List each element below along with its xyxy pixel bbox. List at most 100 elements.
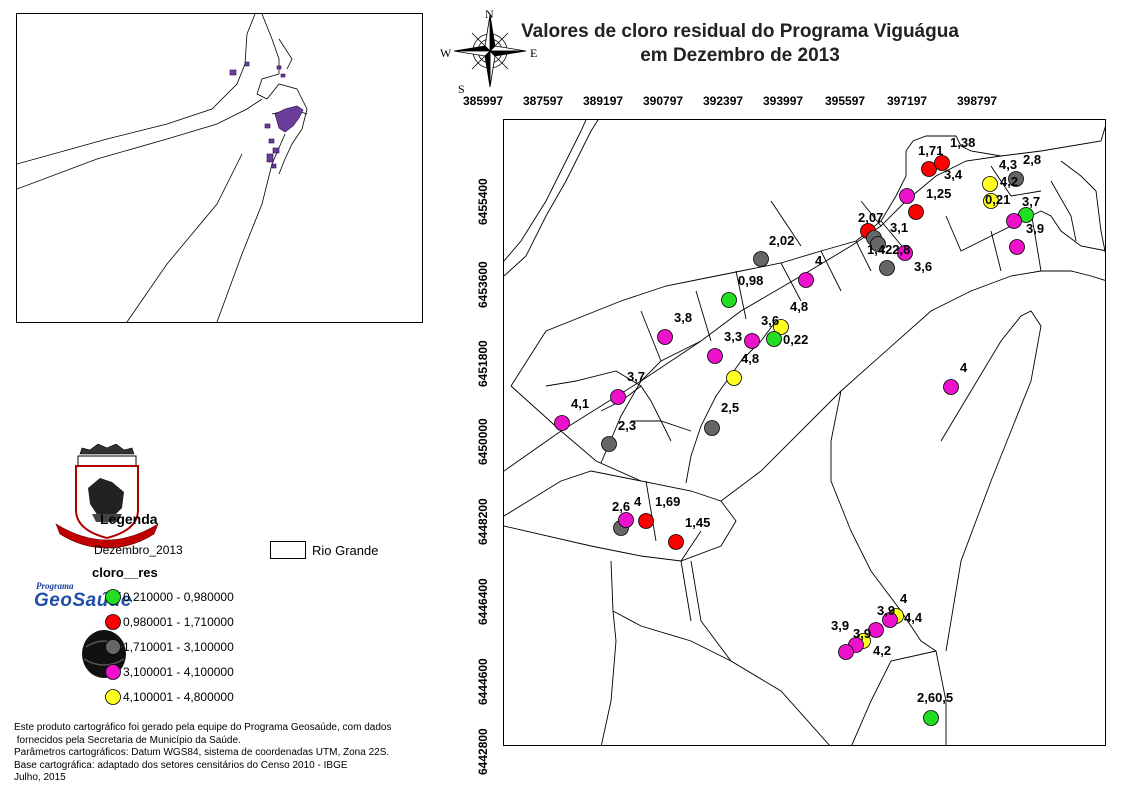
map-title: Valores de cloro residual do Programa Vi…	[520, 20, 960, 68]
legend-swatch-4	[105, 689, 121, 705]
sample-point	[982, 176, 998, 192]
y-tick-label: 6444600	[476, 658, 490, 705]
point-label: 4	[634, 494, 642, 509]
point-label: 4,8	[790, 299, 809, 314]
x-tick-label: 397197	[887, 94, 928, 108]
point-label: 2,8	[1023, 152, 1042, 167]
inset-cluster	[274, 105, 304, 133]
credits-line: fornecidos pela Secretaria de Município …	[14, 734, 241, 746]
sample-point	[726, 370, 742, 386]
sample-point	[838, 644, 854, 660]
x-tick-label: 395597	[825, 94, 866, 108]
lagoon-edge	[126, 153, 243, 323]
legend-class-label: 1,710001 - 3,100000	[123, 640, 234, 654]
coastline-west	[16, 13, 256, 165]
sample-point	[923, 710, 939, 726]
point-label: 4,2	[873, 643, 892, 658]
inset-point	[229, 69, 237, 76]
point-label: 1,45	[685, 515, 711, 530]
geosaude-logo-small-text: Programa	[36, 581, 74, 591]
credits-line: Julho, 2015	[14, 772, 66, 783]
sample-point	[882, 612, 898, 628]
coat-of-arms-logo	[55, 444, 159, 549]
point-label: 3,6	[761, 313, 780, 328]
point-label: 2,60,5	[917, 690, 954, 705]
peninsula-east	[266, 83, 308, 175]
point-label: 4,3	[999, 157, 1018, 172]
main-map-svg	[504, 120, 1105, 745]
sample-point	[773, 319, 789, 335]
x-tick-label: 385997	[463, 94, 504, 108]
legend-area-label: Rio Grande	[312, 543, 379, 558]
sample-point	[908, 204, 924, 220]
point-label: 1,25	[926, 186, 952, 201]
sample-point	[879, 260, 895, 276]
y-tick-label: 6450000	[476, 418, 490, 465]
credits-line: Base cartográfica: adaptado dos setores …	[14, 759, 348, 771]
point-label: 3,9	[1026, 221, 1045, 236]
sample-point	[1008, 171, 1024, 187]
legend-swatch-3	[105, 664, 121, 680]
sample-point	[870, 236, 886, 252]
sample-point	[868, 622, 884, 638]
inset-point	[264, 123, 271, 129]
x-tick-label: 387597	[523, 94, 564, 108]
legend-swatch-0	[105, 589, 121, 605]
coastline-south	[216, 133, 286, 323]
inset-point	[266, 153, 274, 163]
legend-class-label: 3,100001 - 4,100000	[123, 665, 234, 679]
sample-point	[921, 161, 937, 177]
point-label: 4,2	[1000, 174, 1019, 189]
sample-points	[554, 155, 1034, 726]
coastline-inner	[16, 98, 263, 190]
legend-class-label: 0,210000 - 0,980000	[123, 590, 234, 604]
compass-n: N	[485, 7, 494, 21]
point-label: 4	[960, 360, 968, 375]
sample-point	[897, 245, 913, 261]
legend-class-label: 0,980001 - 1,710000	[123, 615, 234, 629]
legend-class-label: 4,100001 - 4,800000	[123, 690, 234, 704]
sample-point	[610, 389, 626, 405]
x-tick-label: 390797	[643, 94, 684, 108]
overview-map-svg	[16, 13, 308, 323]
sample-point	[601, 436, 617, 452]
legend-title: Legenda	[100, 511, 158, 527]
sample-point	[707, 348, 723, 364]
point-label: 3,7	[627, 369, 646, 384]
sample-point	[618, 512, 634, 528]
sample-point	[1006, 213, 1022, 229]
point-label: 4	[900, 591, 908, 606]
sample-point	[983, 193, 999, 209]
point-label: 2,07	[858, 210, 884, 225]
credits-text: Este produto cartográfico foi gerado pel…	[14, 722, 391, 785]
legend-layer-name: Dezembro_2013	[94, 543, 183, 557]
sample-point	[638, 513, 654, 529]
point-label: 3,9	[831, 618, 850, 633]
credits-line: Este produto cartográfico foi gerado pel…	[14, 722, 392, 733]
sample-point	[753, 251, 769, 267]
point-label: 2,3	[618, 418, 637, 433]
sample-point	[934, 155, 950, 171]
compass-s: S	[458, 82, 465, 95]
point-label: 4,1	[571, 396, 590, 411]
x-tick-label: 398797	[957, 94, 998, 108]
credits-line: Parâmetros cartográficos: Datum WGS84, s…	[14, 747, 390, 758]
north-spit	[278, 38, 293, 70]
point-label: 0,21	[985, 192, 1011, 207]
point-label: 3,1	[890, 220, 909, 235]
point-label: 0,22	[783, 332, 809, 347]
point-label: 3,3	[724, 329, 743, 344]
overview-inset-map	[16, 13, 423, 323]
point-label: 3,7	[1022, 194, 1041, 209]
main-map-frame	[503, 119, 1106, 746]
legend-field-name: cloro__res	[92, 565, 158, 580]
point-label: 1,69	[655, 494, 681, 509]
y-tick-label: 6451800	[476, 340, 490, 387]
peninsula-north	[256, 13, 280, 100]
inset-point	[276, 65, 282, 70]
point-label: 1,71	[918, 143, 944, 158]
point-label: 3,6	[914, 259, 933, 274]
point-label: 0,98	[738, 273, 764, 288]
y-tick-label: 6442800	[476, 728, 490, 775]
compass-rose-icon: N W E S	[440, 7, 537, 95]
